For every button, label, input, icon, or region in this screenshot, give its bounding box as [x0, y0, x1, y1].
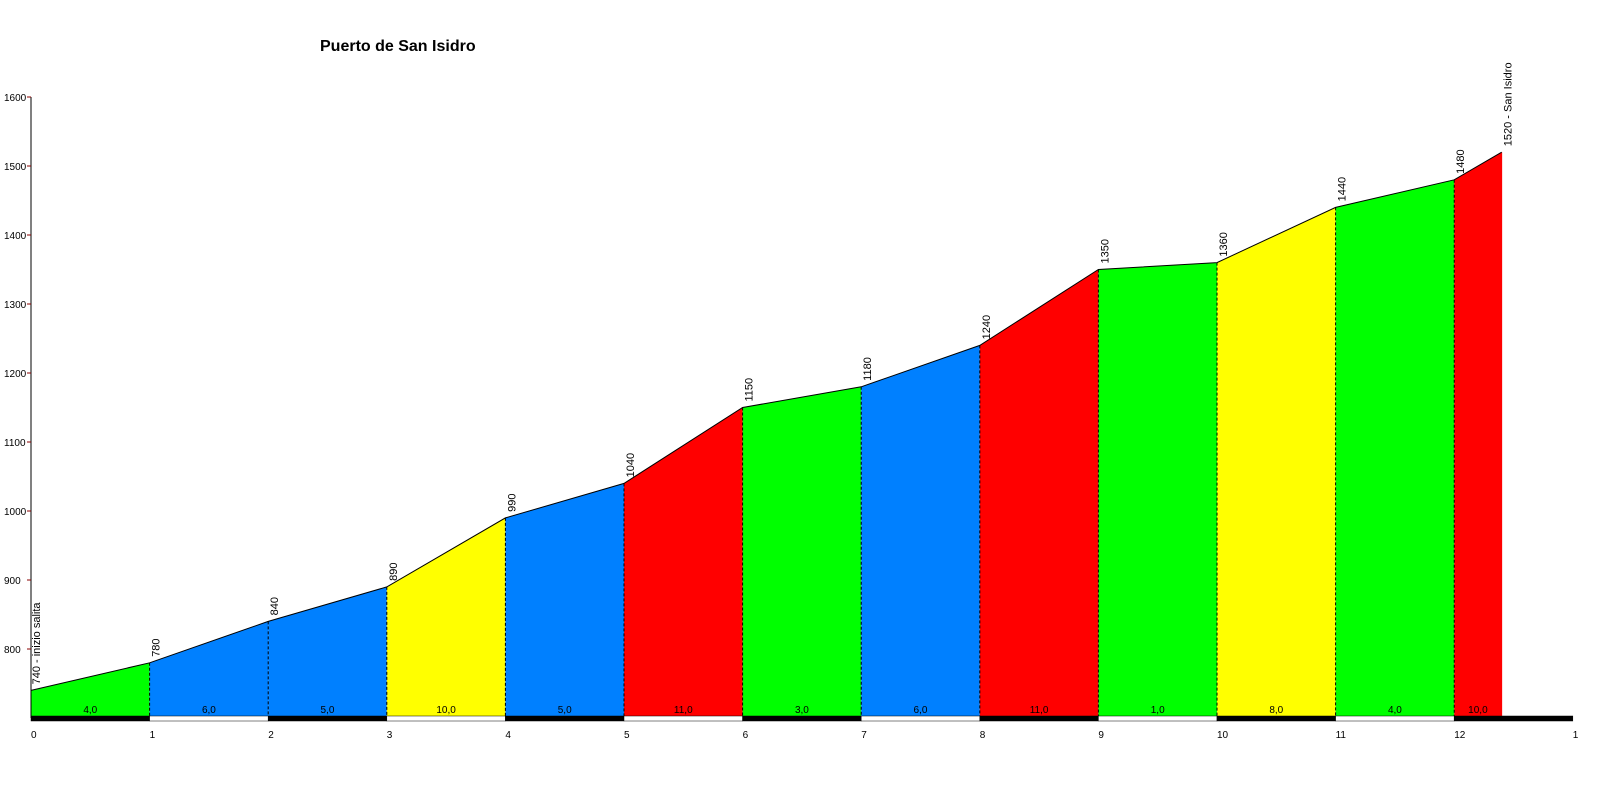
segment-area-7: [861, 345, 980, 718]
x-tick-label: 3: [387, 730, 393, 741]
x-tick-label: 11: [1336, 730, 1347, 741]
segment-area-4: [505, 483, 624, 718]
x-tick-label: 8: [980, 730, 986, 741]
elevation-label: 1150: [744, 378, 756, 402]
y-tick-label: 1300: [4, 300, 27, 311]
km-bar-segment: [979, 715, 1099, 722]
segment-area-12: [1454, 152, 1502, 718]
elevation-label: 1240: [981, 315, 993, 339]
segment-gradient-label: 10,0: [1468, 705, 1488, 716]
elevation-label: 1440: [1337, 177, 1349, 201]
elevation-label: 1360: [1218, 232, 1230, 256]
km-bar-segment: [1098, 715, 1218, 722]
segment-area-8: [979, 269, 1099, 718]
x-tick-label: 1: [150, 730, 156, 741]
km-bar-segment: [860, 715, 981, 722]
segment-area-1: [149, 621, 269, 718]
km-bar-segment: [742, 715, 862, 722]
km-bar-segment: [149, 715, 269, 722]
segment-area-0: [31, 662, 150, 718]
segment-gradient-label: 1,0: [1151, 705, 1165, 716]
y-tick-label: 1400: [4, 231, 27, 242]
y-tick-label: 1100: [4, 438, 26, 449]
segment-gradient-label: 3,0: [795, 705, 809, 716]
segment-gradient-label: 10,0: [436, 705, 456, 716]
segment-area-9: [1098, 262, 1217, 718]
x-tick-label: 10: [1217, 730, 1229, 741]
segment-area-10: [1217, 207, 1336, 718]
y-tick-label: 1500: [4, 162, 27, 173]
x-tick-label: 5: [624, 730, 630, 741]
segment-gradient-label: 5,0: [558, 705, 572, 716]
elevation-label: 1480: [1455, 149, 1467, 173]
elevation-label: 740 - inizio salita: [31, 602, 43, 685]
x-tick-label: 6: [743, 730, 749, 741]
x-tick-label: 0: [31, 730, 37, 741]
km-bar-segment: [623, 715, 743, 722]
segment-gradient-label: 5,0: [321, 705, 335, 716]
segment-gradient-label: 6,0: [914, 705, 928, 716]
segment-gradient-label: 11,0: [1030, 705, 1049, 716]
segment-area-5: [624, 407, 743, 718]
y-tick-label: 1200: [4, 369, 27, 380]
elevation-label: 780: [151, 638, 163, 656]
segment-gradient-label: 6,0: [202, 705, 216, 716]
y-tick-label: 800: [4, 645, 21, 656]
km-bar-segment: [1216, 715, 1336, 722]
segment-area-2: [268, 586, 387, 718]
elevation-label: 1520 - San Isidro: [1503, 62, 1515, 146]
y-tick-label: 900: [4, 576, 21, 587]
km-bar-segment: [1335, 715, 1455, 722]
segment-area-11: [1335, 179, 1455, 719]
elevation-label: 1180: [862, 357, 874, 381]
y-tick-label: 1000: [4, 507, 27, 518]
x-tick-label: 1: [1573, 730, 1579, 741]
elevation-label: 840: [269, 597, 281, 615]
chart-title: Puerto de San Isidro: [320, 38, 476, 55]
segment-gradient-label: 4,0: [1388, 705, 1402, 716]
segment-gradient-label: 8,0: [1269, 705, 1283, 716]
elevation-label: 1040: [625, 453, 637, 477]
segment-area-3: [386, 517, 506, 718]
x-tick-label: 9: [1098, 730, 1104, 741]
segment-area-6: [742, 386, 862, 718]
km-bar-segment: [30, 715, 150, 722]
km-bar-segment: [267, 715, 388, 722]
km-bar-segment: [1453, 715, 1574, 722]
elevation-label: 1350: [1099, 239, 1111, 263]
x-tick-label: 12: [1454, 730, 1466, 741]
segment-gradient-label: 11,0: [674, 705, 693, 716]
profile-line: [30, 151, 1502, 691]
elevation-label: 990: [506, 494, 518, 512]
x-tick-label: 7: [861, 730, 867, 741]
km-bar-segment: [386, 715, 506, 722]
x-tick-label: 4: [505, 730, 511, 741]
x-tick-label: 2: [268, 730, 274, 741]
y-tick-label: 1600: [4, 93, 27, 104]
segment-gradient-label: 4,0: [83, 705, 97, 716]
km-bar-segment: [505, 715, 625, 722]
elevation-label: 890: [388, 563, 400, 581]
